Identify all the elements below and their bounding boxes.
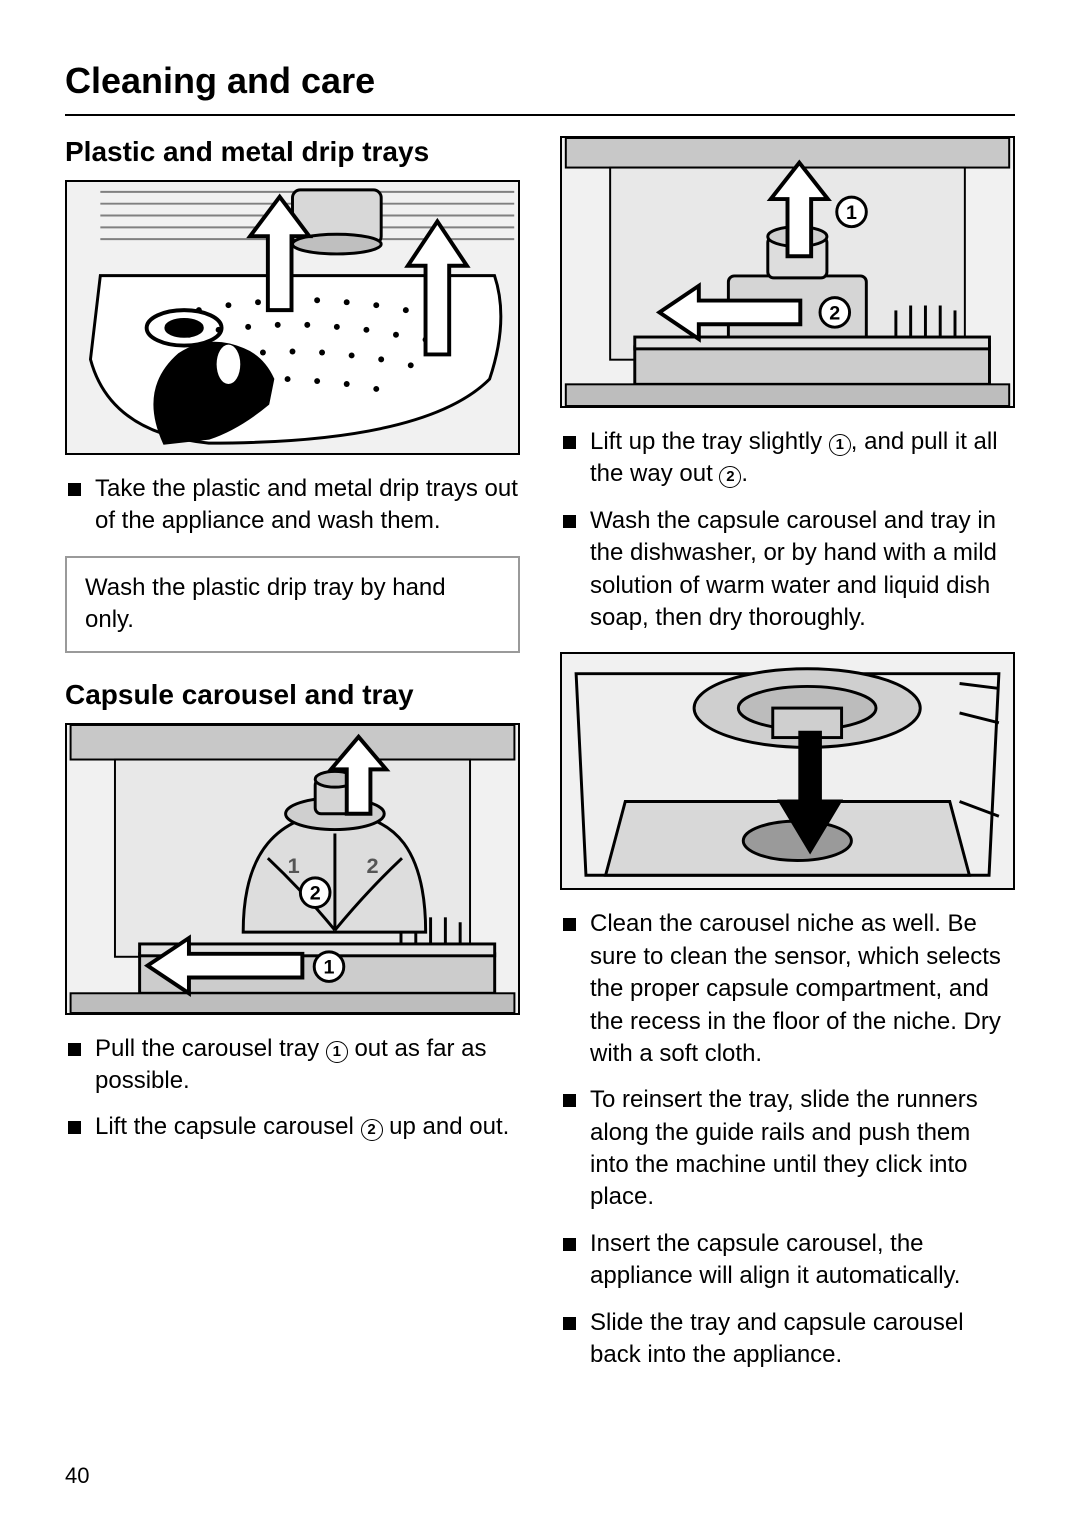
ref-two-icon: 2 bbox=[361, 1119, 383, 1141]
callout-hand-wash: Wash the plastic drip tray by hand only. bbox=[65, 556, 520, 653]
bullet-list-right-a: Lift up the tray slightly 1, and pull it… bbox=[560, 426, 1015, 634]
figure-carousel-remove: 1 2 2 1 bbox=[65, 723, 520, 1015]
page-title: Cleaning and care bbox=[65, 60, 1015, 116]
heading-drip-trays: Plastic and metal drip trays bbox=[65, 136, 520, 168]
bullet-list-right-b: Clean the carousel niche as well. Be sur… bbox=[560, 908, 1015, 1371]
bullet-clean-niche: Clean the carousel niche as well. Be sur… bbox=[560, 908, 1015, 1070]
text-part: Lift the capsule carousel bbox=[95, 1113, 361, 1140]
svg-text:1: 1 bbox=[324, 956, 335, 978]
svg-text:1: 1 bbox=[288, 853, 300, 878]
left-column: Plastic and metal drip trays bbox=[65, 136, 520, 1389]
bullet-list-drip: Take the plastic and metal drip trays ou… bbox=[65, 473, 520, 538]
ref-one-icon: 1 bbox=[829, 434, 851, 456]
bullet-slide-back: Slide the tray and capsule carousel back… bbox=[560, 1307, 1015, 1372]
bullet-insert-carousel: Insert the capsule carousel, the applian… bbox=[560, 1228, 1015, 1293]
figure-tray-lift: 1 2 bbox=[560, 136, 1015, 408]
bullet-wash: Wash the capsule carousel and tray in th… bbox=[560, 505, 1015, 635]
figure-drip-tray bbox=[65, 180, 520, 455]
svg-text:2: 2 bbox=[310, 882, 321, 904]
text-part: Pull the carousel tray bbox=[95, 1035, 326, 1062]
svg-text:2: 2 bbox=[366, 853, 378, 878]
bullet-reinsert: To reinsert the tray, slide the runners … bbox=[560, 1084, 1015, 1214]
heading-carousel: Capsule carousel and tray bbox=[65, 679, 520, 711]
right-column: 1 2 Lift up the tray slightly 1, and pul… bbox=[560, 136, 1015, 1389]
page-number: 40 bbox=[65, 1463, 89, 1489]
ref-two-icon: 2 bbox=[719, 466, 741, 488]
svg-text:1: 1 bbox=[846, 202, 857, 224]
content-columns: Plastic and metal drip trays bbox=[65, 136, 1015, 1389]
bullet-lift-pull: Lift up the tray slightly 1, and pull it… bbox=[560, 426, 1015, 491]
text-part: . bbox=[741, 460, 748, 487]
svg-text:2: 2 bbox=[829, 302, 840, 324]
bullet-list-carousel: Pull the carousel tray 1 out as far as p… bbox=[65, 1033, 520, 1144]
bullet-pull-tray: Pull the carousel tray 1 out as far as p… bbox=[65, 1033, 520, 1098]
ref-one-icon: 1 bbox=[326, 1041, 348, 1063]
text-part: up and out. bbox=[383, 1113, 510, 1140]
text-part: Lift up the tray slightly bbox=[590, 428, 829, 455]
figure-niche-clean bbox=[560, 652, 1015, 890]
bullet-take-trays: Take the plastic and metal drip trays ou… bbox=[65, 473, 520, 538]
bullet-lift-carousel: Lift the capsule carousel 2 up and out. bbox=[65, 1111, 520, 1143]
